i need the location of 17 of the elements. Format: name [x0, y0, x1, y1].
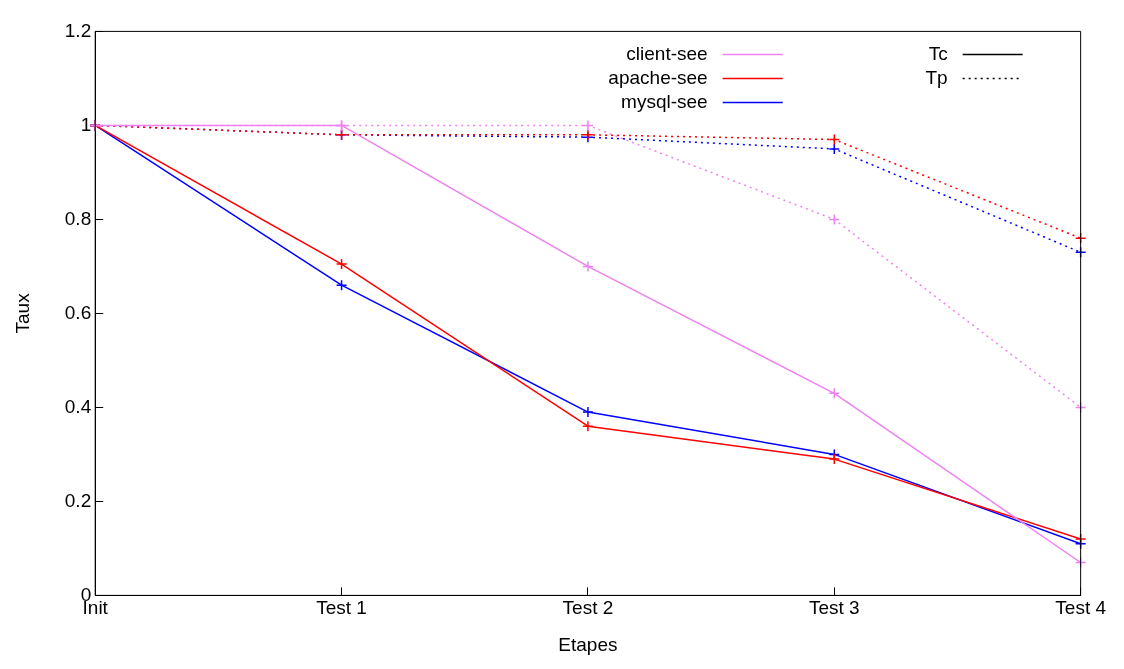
- legend-label: Tc: [928, 42, 948, 64]
- x-tick-label: Test 2: [562, 597, 614, 619]
- legend-label: Tp: [925, 66, 948, 88]
- x-axis-title: Etapes: [558, 633, 618, 655]
- x-tick-label: Test 4: [1055, 597, 1107, 619]
- y-tick-label: 0.2: [64, 489, 92, 511]
- y-tick-label: 1: [80, 113, 92, 135]
- y-tick-label: 0.6: [64, 301, 92, 323]
- y-tick-label: 0.4: [64, 395, 92, 417]
- y-tick-label: 0.8: [64, 207, 92, 229]
- legend-label: apache-see: [608, 66, 708, 88]
- legend-label: client-see: [626, 42, 708, 64]
- y-tick-label: 1.2: [64, 19, 92, 41]
- legend-label: mysql-see: [621, 90, 708, 112]
- x-tick-label: Test 1: [316, 597, 367, 619]
- y-axis-title: Taux: [11, 292, 33, 334]
- x-tick-label: Test 3: [808, 597, 860, 619]
